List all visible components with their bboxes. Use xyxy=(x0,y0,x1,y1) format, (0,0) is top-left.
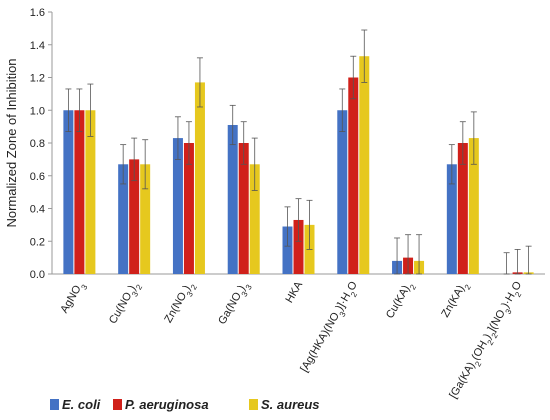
bar xyxy=(129,159,140,274)
bar xyxy=(282,226,293,274)
bar xyxy=(293,219,304,274)
y-axis-label: Normalized Zone of Inhibition xyxy=(4,58,19,227)
bar xyxy=(63,110,74,274)
y-ticks: 0.0 0.2 0.4 0.6 0.8 1.0 1.2 1.4 1.6 xyxy=(30,7,52,281)
y-tick-label: 0.6 xyxy=(30,171,45,183)
bar xyxy=(446,164,457,274)
bar xyxy=(183,143,194,274)
bar xyxy=(468,138,479,274)
bar xyxy=(118,164,129,274)
bar xyxy=(172,138,183,274)
bar xyxy=(359,56,370,275)
category-label: HKA xyxy=(283,279,305,305)
y-tick-label: 1.2 xyxy=(30,73,45,85)
bar xyxy=(457,143,468,274)
y-tick-label: 0.8 xyxy=(30,138,45,150)
bar xyxy=(85,110,96,274)
category-label: Cu(NO3)2 xyxy=(107,279,144,328)
category-label: AgNO3 xyxy=(58,279,89,317)
bar xyxy=(140,164,151,274)
legend-label: E. coli xyxy=(62,397,101,412)
category-label: Zn(KA)2 xyxy=(439,279,472,321)
y-tick-label: 1.0 xyxy=(30,105,45,117)
error-bars xyxy=(65,29,532,275)
y-tick-label: 1.6 xyxy=(30,7,45,19)
bar xyxy=(238,143,249,274)
category-label: Ga(NO3)3 xyxy=(216,279,253,328)
bar xyxy=(337,110,348,274)
legend-label: S. aureus xyxy=(261,397,320,412)
legend-label: P. aeruginosa xyxy=(125,397,209,412)
legend: E. coli P. aeruginosa S. aureus xyxy=(50,397,320,412)
bar xyxy=(348,77,359,274)
y-tick-label: 0.4 xyxy=(30,204,45,216)
bar xyxy=(249,164,260,274)
category-label: Zn(NO3)2 xyxy=(162,279,198,327)
legend-swatch xyxy=(249,399,258,410)
category-labels: AgNO3 Cu(NO3)2 Zn(NO3)2 Ga(NO3)3 HKA[Ag(HKA)… xyxy=(58,279,527,402)
bar xyxy=(194,82,205,274)
category-label: [Ag(HKA)(NO3)]·H2O xyxy=(298,279,363,376)
y-tick-label: 0.0 xyxy=(30,269,45,281)
y-tick-label: 1.4 xyxy=(30,40,45,52)
legend-swatch xyxy=(113,399,122,410)
legend-swatch xyxy=(50,399,59,410)
y-tick-label: 0.2 xyxy=(30,236,45,248)
category-label: Cu(KA)2 xyxy=(384,279,418,322)
bar xyxy=(227,124,238,274)
bar xyxy=(74,110,85,274)
